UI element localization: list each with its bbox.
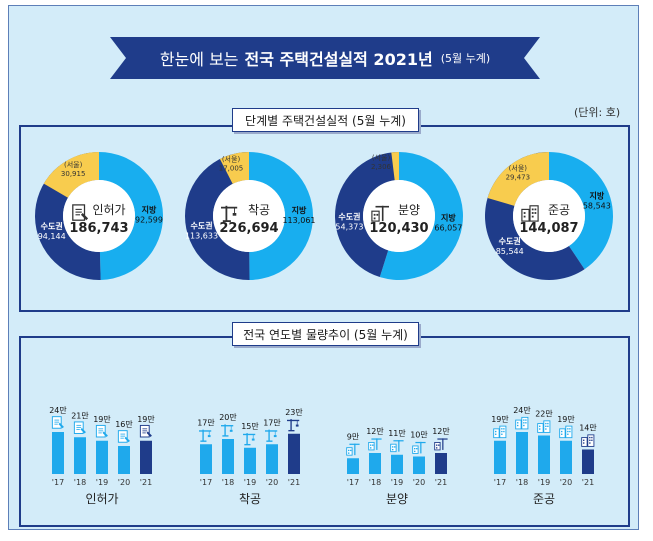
- page-title: 한눈에 보는 전국 주택건설실적 2021년 (5월 누계): [110, 37, 540, 79]
- title-bold: 전국 주택건설실적 2021년: [244, 50, 433, 69]
- title-banner: [110, 37, 540, 79]
- title-light: 한눈에 보는: [159, 50, 239, 69]
- section2-title: 전국 연도별 물량추이 (5월 누계): [232, 322, 419, 346]
- section1-title: 단계별 주택건설실적 (5월 누계): [232, 108, 419, 132]
- title-small: (5월 누계): [440, 52, 491, 65]
- donut-panel: [19, 125, 630, 312]
- bar-panel: [19, 336, 630, 527]
- unit-label: (단위: 호): [574, 106, 621, 119]
